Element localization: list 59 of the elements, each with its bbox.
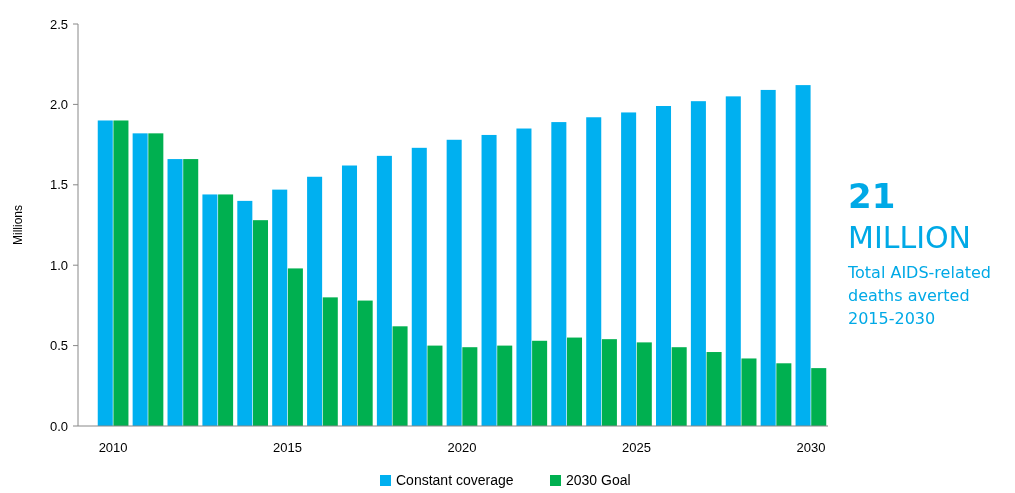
text: MILLION xyxy=(848,220,972,255)
bar xyxy=(621,112,637,426)
bar xyxy=(148,133,164,426)
x-tick-label: 2030 xyxy=(796,440,826,455)
legend-label: Constant coverage xyxy=(396,472,514,488)
bar xyxy=(97,120,113,426)
x-tick-label: 2025 xyxy=(621,440,651,455)
bar xyxy=(551,122,567,426)
bar xyxy=(132,133,148,426)
bar xyxy=(566,337,583,426)
bar xyxy=(741,358,757,426)
bar xyxy=(811,368,827,426)
text: 21 xyxy=(848,176,896,216)
bar xyxy=(776,363,792,426)
bar xyxy=(481,134,497,426)
bar xyxy=(446,139,462,426)
bar xyxy=(795,85,811,426)
bar xyxy=(322,297,338,426)
bar xyxy=(202,194,218,426)
y-tick-label: 2.0 xyxy=(49,96,68,112)
y-tick-label: 1.5 xyxy=(49,177,68,193)
y-tick-label: 0.0 xyxy=(49,418,68,434)
bar xyxy=(462,347,478,426)
y-tick-label: 1.0 xyxy=(49,257,68,273)
bar xyxy=(237,200,253,426)
y-tick-label: 0.5 xyxy=(49,338,68,354)
bar xyxy=(601,339,617,426)
bar xyxy=(167,159,183,426)
y-tick-label: 2.5 xyxy=(49,16,68,32)
bar xyxy=(307,176,323,426)
bar xyxy=(532,340,548,426)
bar xyxy=(287,268,303,426)
bar xyxy=(183,159,199,426)
bar xyxy=(341,165,358,426)
bar xyxy=(357,300,373,426)
bar xyxy=(427,345,443,426)
bar xyxy=(690,101,706,426)
bar xyxy=(376,155,392,426)
bar xyxy=(272,189,288,426)
bar xyxy=(706,352,722,426)
text: Total AIDS-related deaths averted 2015-2030 xyxy=(847,263,991,328)
bar xyxy=(671,347,687,426)
bar xyxy=(113,120,129,426)
legend-label: 2030 Goal xyxy=(566,472,631,488)
x-tick-label: 2020 xyxy=(447,440,477,455)
bar xyxy=(392,326,408,426)
bar xyxy=(636,342,652,426)
bar xyxy=(252,220,269,426)
bar xyxy=(516,128,532,426)
bar xyxy=(218,194,234,426)
bar xyxy=(760,89,776,426)
bar xyxy=(655,106,672,426)
bar xyxy=(586,117,602,426)
bar xyxy=(725,96,741,426)
y-axis-title: Millions xyxy=(11,204,25,246)
x-tick-label: 2015 xyxy=(273,440,303,455)
bar xyxy=(497,345,513,426)
bar xyxy=(411,147,427,426)
x-tick-label: 2010 xyxy=(98,440,128,455)
